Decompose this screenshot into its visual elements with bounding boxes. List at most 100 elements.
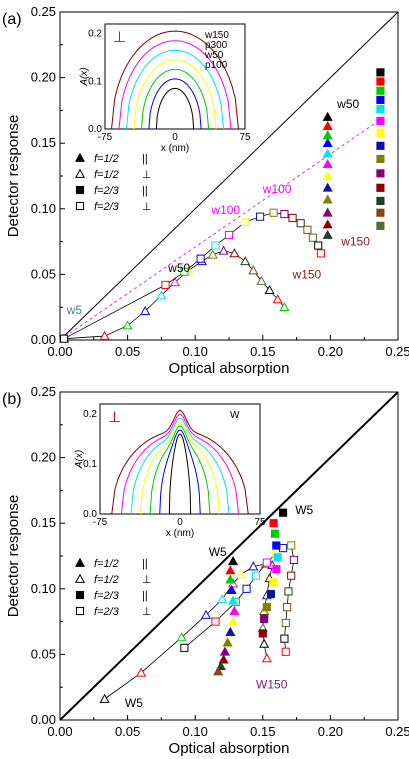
diagonal-line xyxy=(59,391,399,721)
data-point xyxy=(280,634,289,643)
y-axis-label: Detector response xyxy=(5,115,22,238)
data-point xyxy=(241,217,250,226)
legend-marker xyxy=(75,185,85,195)
data-point xyxy=(284,587,293,596)
data-point xyxy=(287,541,296,550)
data-point xyxy=(376,105,385,114)
inset-x-tick-label: 75 xyxy=(239,132,251,143)
data-point xyxy=(281,647,290,656)
inset-y-tick-label: 0.0 xyxy=(88,124,102,135)
data-point xyxy=(308,233,317,242)
data-point xyxy=(272,294,283,304)
data-point xyxy=(99,693,110,703)
series-filled-square xyxy=(258,508,288,638)
legend-marker xyxy=(75,201,85,211)
data-point xyxy=(136,667,147,677)
data-point xyxy=(251,571,261,580)
data-point xyxy=(211,241,220,250)
data-point xyxy=(99,330,110,340)
legend-polarization: || xyxy=(142,185,148,197)
data-point xyxy=(169,277,180,287)
inset-y-label: A(x) xyxy=(74,450,85,469)
inset-curve xyxy=(120,413,240,515)
legend-label: f=2/3 xyxy=(94,590,120,602)
series-open-square xyxy=(59,208,326,343)
inset-x-tick-label: 0 xyxy=(177,517,183,528)
annotation-label: W5 xyxy=(295,503,313,517)
data-point xyxy=(226,584,237,594)
data-point xyxy=(289,555,298,565)
data-point xyxy=(266,589,275,599)
panel-label: (a) xyxy=(2,11,22,28)
inset-y-tick-label: 0.2 xyxy=(83,409,97,420)
data-point xyxy=(176,632,187,642)
legend-label: f=2/3 xyxy=(94,606,120,618)
data-point xyxy=(269,578,278,587)
data-point xyxy=(225,626,236,636)
inset-curve xyxy=(130,417,230,515)
annotation-label: W150 xyxy=(256,678,288,692)
data-point xyxy=(279,508,288,517)
data-point xyxy=(322,207,333,217)
data-point xyxy=(207,249,218,259)
annotation-label: W5 xyxy=(209,545,227,559)
legend-marker xyxy=(74,168,86,178)
data-point xyxy=(122,320,133,330)
data-point xyxy=(228,616,239,626)
series-open-triangle xyxy=(59,245,290,343)
data-point xyxy=(229,605,240,615)
annotation-label: w5 xyxy=(66,303,83,317)
data-point xyxy=(322,219,333,229)
data-point xyxy=(376,116,385,125)
inset-y-tick-label: 0.0 xyxy=(83,509,97,520)
legend-polarization: || xyxy=(142,153,148,165)
data-point xyxy=(272,565,281,574)
data-point xyxy=(314,241,323,250)
data-point xyxy=(240,256,251,266)
inset-curve xyxy=(125,49,225,130)
data-point xyxy=(229,248,240,258)
data-point xyxy=(283,603,292,612)
panel-label: (b) xyxy=(2,391,22,408)
data-point xyxy=(376,196,385,205)
legend-label: f=1/2 xyxy=(94,169,119,181)
inset-curve xyxy=(111,30,239,130)
data-point xyxy=(219,646,230,656)
data-point xyxy=(218,654,229,664)
series-filled-square xyxy=(376,68,385,230)
inset-label: p300 xyxy=(205,40,228,51)
annotation-label: w150 xyxy=(340,235,370,249)
data-point xyxy=(225,574,236,584)
annotation-label: w50 xyxy=(336,97,359,111)
x-tick-label: 0.00 xyxy=(47,724,72,739)
data-point xyxy=(260,614,269,624)
data-point xyxy=(322,182,333,192)
data-point xyxy=(140,305,151,315)
data-point xyxy=(322,170,333,180)
data-point xyxy=(262,603,271,612)
y-tick-label: 0.05 xyxy=(31,646,56,661)
inset-curve xyxy=(133,59,217,130)
data-point xyxy=(316,249,326,258)
legend-marker xyxy=(75,606,85,616)
inset-polarization-symbol: ⊥ xyxy=(108,409,121,426)
series-line xyxy=(104,563,273,700)
data-point xyxy=(303,225,312,234)
data-point xyxy=(376,141,385,150)
data-point xyxy=(222,637,233,647)
data-point xyxy=(218,245,229,255)
series-filled-triangle xyxy=(322,111,333,239)
data-point xyxy=(376,208,385,217)
annotation-label: w150 xyxy=(292,267,322,281)
panel-a: 0.00 0.05 0.10 0.15 0.20 0.250.000.050.100.15… xyxy=(2,4,409,377)
legend-label: f=1/2 xyxy=(94,574,119,586)
inset: -75 0 75 0.0 0.1 0.2 x (nm) A(x) ⊥ W xyxy=(74,403,266,539)
x-axis-label: Optical absorption xyxy=(169,740,290,757)
legend-marker xyxy=(74,557,86,567)
data-point xyxy=(256,275,267,285)
data-point xyxy=(269,208,278,217)
y-tick-label: 0.05 xyxy=(31,266,56,281)
inset-polarization-symbol: ⊥ xyxy=(113,29,126,46)
legend-label: f=1/2 xyxy=(94,153,119,165)
